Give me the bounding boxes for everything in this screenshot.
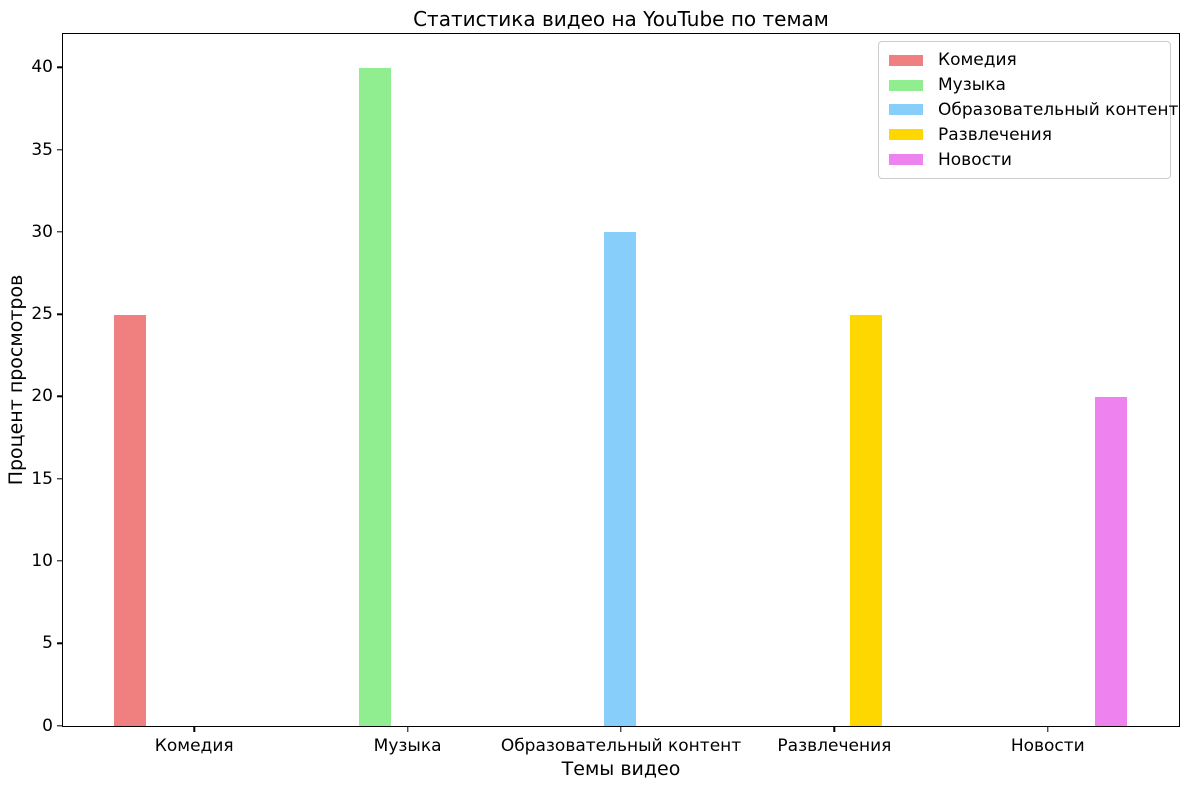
x-tick-label: Комедия bbox=[154, 735, 234, 756]
y-tick-mark bbox=[57, 560, 62, 562]
x-tick-mark bbox=[406, 727, 409, 732]
legend: Комедия Музыка Образовательный контент Разв… bbox=[878, 41, 1178, 179]
y-tick-mark bbox=[57, 478, 62, 480]
legend-item: Комедия bbox=[889, 50, 1160, 70]
x-tick-mark bbox=[1047, 727, 1049, 732]
y-tick-mark bbox=[57, 642, 62, 644]
y-tick-label: 35 bbox=[31, 139, 53, 160]
y-tick-mark bbox=[57, 313, 62, 315]
legend-label: Новости bbox=[938, 149, 1012, 170]
bar-2 bbox=[604, 232, 637, 726]
y-tick-label: 10 bbox=[31, 550, 53, 571]
bar-4 bbox=[1095, 396, 1128, 726]
legend-swatch bbox=[889, 54, 923, 66]
x-tick-label: Образовательный контент bbox=[500, 735, 742, 756]
y-tick-label: 40 bbox=[31, 57, 53, 78]
y-tick-label: 30 bbox=[31, 221, 53, 242]
legend-item: Развлечения bbox=[889, 125, 1160, 145]
legend-swatch bbox=[889, 129, 923, 141]
y-tick-mark bbox=[57, 66, 62, 69]
legend-item: Музыка bbox=[889, 75, 1160, 95]
x-tick-mark bbox=[620, 727, 622, 732]
legend-item: Образовательный контент bbox=[889, 100, 1178, 120]
y-tick-label: 0 bbox=[42, 715, 53, 736]
x-tick-mark bbox=[193, 727, 195, 732]
y-tick-mark bbox=[57, 148, 62, 151]
y-tick-mark bbox=[57, 395, 62, 398]
legend-swatch bbox=[889, 79, 923, 91]
chart-title: Статистика видео на YouTube по темам bbox=[413, 7, 829, 31]
bar-3 bbox=[849, 314, 882, 726]
legend-label: Комедия bbox=[938, 50, 1017, 71]
bar-1 bbox=[359, 67, 392, 726]
y-tick-label: 15 bbox=[31, 468, 53, 489]
y-tick-mark bbox=[57, 724, 62, 727]
legend-swatch bbox=[889, 104, 923, 116]
y-tick-mark bbox=[57, 231, 62, 233]
y-tick-label: 20 bbox=[31, 386, 53, 407]
legend-item: Новости bbox=[889, 150, 1160, 170]
legend-swatch bbox=[889, 154, 923, 166]
x-tick-label: Новости bbox=[1010, 735, 1085, 756]
x-tick-label: Музыка bbox=[373, 735, 442, 756]
legend-label: Музыка bbox=[938, 75, 1006, 96]
legend-label: Развлечения bbox=[938, 124, 1052, 145]
bar-0 bbox=[113, 314, 146, 726]
y-tick-label: 5 bbox=[42, 633, 53, 654]
y-tick-label: 25 bbox=[31, 304, 53, 325]
legend-label: Образовательный контент bbox=[938, 99, 1179, 120]
x-tick-label: Развлечения bbox=[777, 735, 892, 756]
x-axis-label: Темы видео bbox=[561, 758, 681, 780]
x-tick-mark bbox=[833, 727, 836, 732]
